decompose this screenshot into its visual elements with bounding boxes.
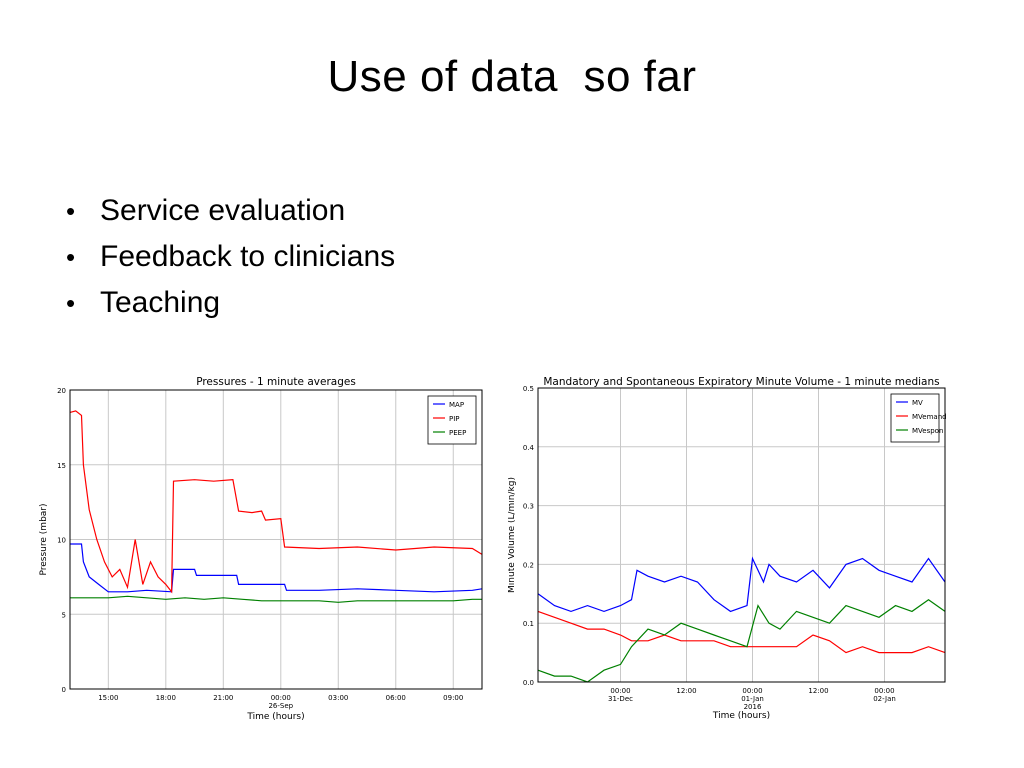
x-tick-label: 00:00 [271, 694, 291, 702]
y-tick-label: 0.3 [523, 503, 534, 511]
legend-label: MVespon [912, 427, 943, 435]
chart-title: Mandatory and Spontaneous Expiratory Min… [543, 376, 939, 388]
bullet-item: • Feedback to clinicians [66, 234, 395, 280]
x-tick-sublabel: 2016 [744, 703, 762, 711]
bullet-item: • Teaching [66, 280, 395, 326]
x-axis-label: Time (hours) [712, 711, 770, 721]
x-tick-sublabel: 26-Sep [268, 702, 293, 710]
series-line-peep [70, 595, 482, 603]
series-line-mvespon [537, 598, 946, 683]
y-tick-label: 0.2 [523, 561, 534, 569]
x-tick-label: 09:00 [443, 694, 463, 702]
series-line-mvemand [537, 610, 946, 654]
slide-title: Use of data so far [327, 52, 697, 101]
y-tick-label: 0.1 [523, 620, 534, 628]
legend-label: MVemand [912, 413, 947, 421]
x-tick-label: 15:00 [98, 694, 118, 702]
bullet-dot: • [66, 241, 76, 272]
plot-frame [537, 387, 946, 683]
y-tick-label: 0.4 [523, 444, 535, 452]
x-axis-label: Time (hours) [246, 712, 304, 722]
bullet-text: Service evaluation [100, 194, 346, 227]
x-tick-sublabel: 02-Jan [873, 695, 896, 703]
x-tick-label: 21:00 [213, 694, 233, 702]
legend-label: PIP [449, 415, 460, 423]
bullet-list: • Service evaluation • Feedback to clinici… [66, 188, 395, 326]
x-tick-label: 12:00 [808, 687, 828, 695]
y-tick-label: 20 [57, 387, 66, 395]
x-tick-sublabel: 31-Dec [608, 695, 633, 703]
bullet-dot: • [66, 287, 76, 318]
y-tick-label: 0 [62, 686, 66, 694]
y-tick-label: 10 [57, 537, 66, 545]
series-line-mv [537, 556, 946, 613]
y-tick-label: 15 [57, 462, 66, 470]
pressures-chart: Pressures - 1 minute averages 0 5 10 15 20 15:… [39, 376, 483, 722]
y-tick-label: 0.0 [523, 679, 534, 687]
x-tick-label: 00:00 [874, 687, 894, 695]
legend-label: MV [912, 399, 923, 407]
x-tick-label: 18:00 [156, 694, 176, 702]
x-tick-label: 06:00 [386, 694, 406, 702]
y-tick-label: 5 [62, 611, 66, 619]
y-axis-label: Minute Volume (L/min/kg) [508, 477, 517, 593]
series-line-map [70, 543, 483, 593]
x-tick-label: 12:00 [676, 687, 696, 695]
x-tick-label: 03:00 [328, 694, 348, 702]
series-line-pip [69, 410, 483, 594]
legend-label: PEEP [449, 429, 466, 437]
x-tick-label: 00:00 [610, 687, 630, 695]
x-tick-sublabel: 01-Jan [741, 695, 764, 703]
legend-label: MAP [449, 401, 464, 409]
minute-volume-chart: Mandatory and Spontaneous Expiratory Min… [508, 376, 947, 721]
bullet-dot: • [66, 195, 76, 226]
plot-frame [69, 389, 483, 690]
y-axis-label: Pressure (mbar) [39, 503, 49, 575]
bullet-item: • Service evaluation [66, 188, 395, 234]
bullet-text: Teaching [100, 286, 221, 319]
y-tick-label: 0.5 [523, 385, 534, 393]
bullet-text: Feedback to clinicians [100, 240, 396, 273]
chart-title: Pressures - 1 minute averages [196, 376, 356, 388]
x-tick-label: 00:00 [742, 687, 762, 695]
